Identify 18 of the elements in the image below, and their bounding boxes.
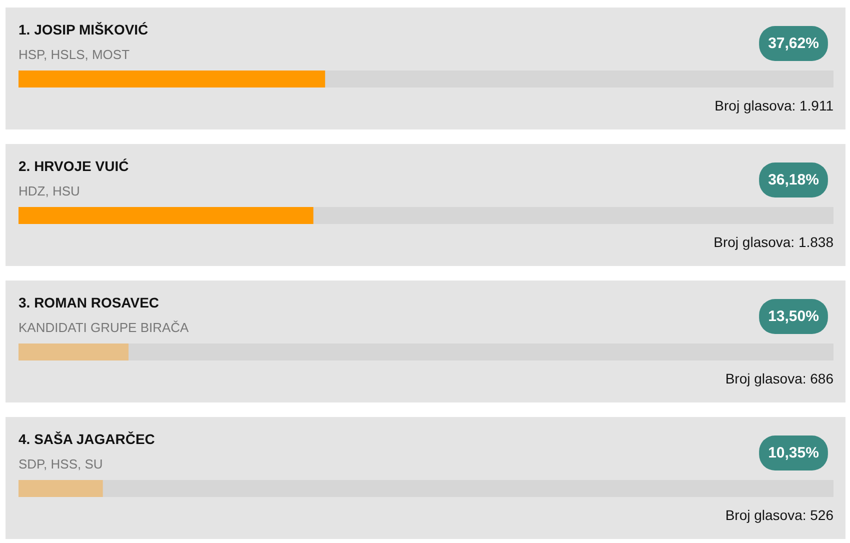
annotation: HDZ, HSU	[18, 184, 80, 198]
annotation: SDP, HSS, SU	[18, 456, 103, 472]
y-tick-label: 2. HRVOJE VUIĆ	[18, 158, 129, 174]
annotation: HSP, HSLS, MOST	[18, 47, 130, 62]
bar	[18, 344, 129, 360]
annotation: Broj glasova: 1.838	[714, 234, 834, 250]
data-label: 36,18%	[768, 172, 819, 188]
data-label: 13,50%	[768, 308, 819, 325]
y-tick-label: 1. JOSIP MIŠKOVIĆ	[18, 22, 148, 38]
y-tick-label: 3. ROMAN ROSAVEC	[18, 294, 160, 310]
y-tick-label: 4. SAŠA JAGARČEC	[18, 431, 155, 447]
annotation: KANDIDATI GRUPE BIRAČA	[18, 320, 190, 335]
data-label: 10,35%	[768, 444, 819, 462]
annotation: Broj glasova: 526	[725, 507, 834, 523]
annotation: Broj glasova: 686	[725, 370, 834, 386]
data-label: 37,62%	[768, 35, 819, 52]
annotation: Broj glasova: 1.911	[714, 98, 834, 114]
bar	[18, 480, 103, 497]
